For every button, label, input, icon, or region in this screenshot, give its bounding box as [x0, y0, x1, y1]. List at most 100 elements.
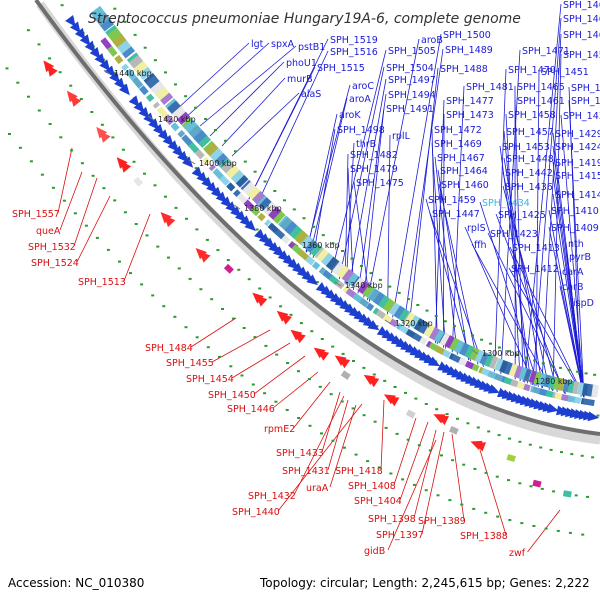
gene-labels: SPH_1466 SPH_1463 SPH_1462 SPH_1452 SPH_1451…: [12, 0, 600, 559]
feature-segment-outer: [398, 308, 411, 323]
track-dot-3: [552, 490, 556, 493]
track-dot-3: [395, 432, 399, 435]
track-dot-4: [106, 248, 110, 251]
forward-gene-arrow: [99, 59, 111, 72]
forward-gene-arrow: [138, 106, 150, 119]
feature-segment-mid: [478, 366, 485, 374]
accession-label: Accession: NC_010380: [8, 576, 145, 590]
forward-leader-line: [532, 17, 562, 386]
feature-segment-outer: [235, 174, 249, 188]
gene-label-zwf: zwf: [509, 548, 526, 559]
track-dot-3: [540, 487, 544, 490]
forward-gene-arrow: [133, 101, 145, 113]
track-dot-3: [329, 393, 333, 396]
track-dot-2: [549, 448, 553, 451]
track-dot-0: [434, 315, 438, 318]
reverse-gene-arrow: [367, 377, 380, 388]
track-dot-4: [62, 199, 66, 202]
reverse-feature-block: [532, 479, 542, 488]
feature-segment-outer: [230, 169, 246, 185]
forward-gene-arrow: [74, 27, 86, 40]
track-dot-3: [462, 463, 466, 466]
gene-label-SPH_1482: SPH_1482: [350, 150, 398, 161]
gene-label-SPH_1488: SPH_1488: [440, 64, 488, 75]
track-dot-4: [424, 489, 428, 492]
track-dot-0: [497, 346, 501, 349]
feature-segment-mid: [100, 37, 112, 50]
feature-segment-mid: [208, 164, 216, 172]
feature-segment-mid: [419, 336, 428, 345]
reverse-gene-arrow: [317, 350, 330, 361]
forward-gene-arrow: [104, 65, 116, 78]
track-dot-4: [508, 519, 512, 521]
scale-tick-mark: [188, 159, 196, 165]
gene-label-aroA: aroA: [349, 94, 371, 105]
track-dot-4: [84, 224, 88, 227]
feature-segment-outer: [117, 40, 132, 54]
track-dot-3: [253, 336, 257, 339]
feature-segment-mid: [567, 395, 577, 403]
track-dot-0: [194, 106, 198, 109]
track-dot-3: [340, 400, 344, 403]
track-dot-3: [188, 277, 192, 280]
feature-segment-mid: [425, 340, 433, 348]
gene-label-SPH_1515: SPH_1515: [317, 63, 365, 74]
feature-segment-outer: [469, 347, 481, 362]
track-dot-0: [113, 7, 117, 10]
feature-segment-mid: [464, 360, 475, 370]
feature-segment-outer: [100, 18, 115, 32]
track-dot-3: [406, 438, 410, 441]
track-dot-0: [453, 325, 456, 328]
gene-label-SPH_1388: SPH_1388: [460, 531, 508, 542]
gene-label-SPH_1519: SPH_1519: [330, 35, 378, 46]
gene-label-SPH_1516: SPH_1516: [330, 47, 378, 58]
scale-tick-label: 1320 kbp: [395, 319, 433, 328]
forward-leader-line: [541, 33, 562, 388]
track-dot-3: [177, 267, 181, 270]
gene-label-SPH_1463: SPH_1463: [563, 14, 600, 25]
track-dot-3: [384, 426, 388, 429]
feature-segment-mid: [250, 206, 261, 217]
feature-segment-mid: [471, 363, 480, 372]
track-dot-0: [123, 20, 127, 23]
reverse-gene-arrow: [47, 65, 58, 77]
gene-label-gidB: gidB: [364, 546, 385, 557]
track-dot-4: [460, 503, 464, 506]
forward-leader-line: [559, 270, 585, 398]
scale-tick-label: 1280 kbp: [535, 377, 573, 386]
feature-segment-mid: [139, 85, 149, 96]
track-dot-3: [199, 288, 203, 291]
track-dot-4: [412, 483, 416, 486]
track-dot-3: [16, 81, 20, 84]
reverse-gene-arrow: [473, 442, 487, 452]
feature-segment-outer: [226, 165, 242, 181]
track-dot-0: [312, 225, 316, 228]
gene-label-SPH_1455: SPH_1455: [166, 358, 214, 369]
forward-leader-line: [392, 33, 442, 318]
track-dot-4: [297, 417, 301, 419]
feature-segment-outer: [121, 46, 136, 59]
track-dot-4: [331, 439, 335, 442]
feature-segment-outer: [176, 111, 191, 125]
track-dot-0: [443, 320, 447, 323]
forward-leader-line: [175, 42, 250, 111]
reverse-feature-block: [133, 176, 144, 187]
track-dot-2: [299, 322, 303, 325]
scale-tick-label: 1400 kbp: [199, 159, 237, 168]
scale-tick-label: 1340 kbp: [345, 281, 383, 290]
track-dot-2: [279, 305, 283, 308]
track-dot-4: [140, 283, 144, 286]
reverse-feature-block: [506, 453, 516, 463]
reverse-gene-arrow: [280, 313, 292, 325]
track-dot-4: [40, 173, 44, 176]
track-dot-4: [436, 494, 440, 497]
feature-segment-outer: [336, 265, 353, 281]
gene-label-SPH_1398: SPH_1398: [368, 514, 416, 525]
forward-leader-line: [312, 128, 336, 258]
reverse-leader-line: [76, 195, 111, 263]
track-dot-2: [362, 366, 366, 369]
track-dot-4: [484, 511, 488, 514]
forward-leader-line: [367, 38, 420, 301]
forward-leader-line: [338, 66, 385, 280]
feature-segment-outer: [289, 225, 303, 240]
